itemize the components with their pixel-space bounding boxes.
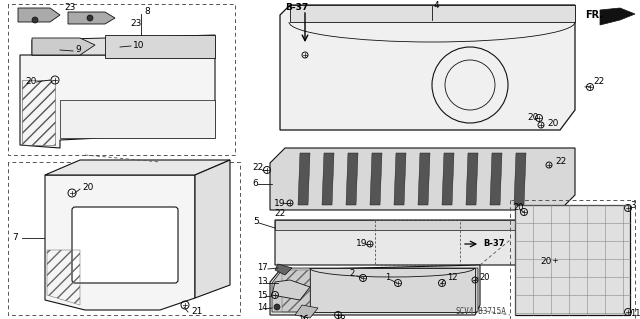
Text: 1: 1 — [385, 273, 390, 283]
Polygon shape — [322, 153, 334, 205]
Text: 19: 19 — [274, 198, 285, 207]
Text: 3: 3 — [630, 201, 636, 210]
Text: 2: 2 — [349, 270, 355, 278]
Text: 6: 6 — [252, 180, 258, 189]
Text: 21: 21 — [191, 307, 202, 315]
Polygon shape — [32, 35, 215, 55]
Circle shape — [32, 17, 38, 23]
Circle shape — [87, 15, 93, 21]
Text: 18: 18 — [335, 315, 346, 319]
Text: 19: 19 — [356, 240, 367, 249]
Polygon shape — [32, 38, 95, 55]
Polygon shape — [298, 153, 310, 205]
Text: 22: 22 — [555, 158, 566, 167]
Polygon shape — [290, 5, 575, 22]
Text: 20: 20 — [513, 204, 524, 212]
Polygon shape — [442, 153, 454, 205]
Polygon shape — [45, 160, 230, 175]
Text: 16: 16 — [298, 315, 308, 319]
Text: 20: 20 — [547, 118, 558, 128]
Text: B-37: B-37 — [483, 239, 504, 248]
Text: 4: 4 — [434, 1, 440, 10]
Text: 7: 7 — [12, 234, 18, 242]
Polygon shape — [45, 175, 195, 310]
Text: 20: 20 — [479, 272, 490, 281]
Polygon shape — [272, 280, 310, 300]
Text: 23: 23 — [130, 19, 141, 28]
Text: 23: 23 — [64, 3, 76, 11]
Text: 20: 20 — [25, 78, 36, 86]
Polygon shape — [370, 153, 382, 205]
Polygon shape — [280, 5, 575, 130]
Text: 12: 12 — [447, 273, 458, 283]
Text: 5: 5 — [253, 218, 259, 226]
Polygon shape — [418, 153, 430, 205]
Text: 10: 10 — [133, 41, 145, 49]
Circle shape — [274, 304, 280, 310]
Text: B-37: B-37 — [285, 4, 308, 12]
Text: 22: 22 — [252, 164, 263, 173]
Polygon shape — [18, 8, 60, 22]
Text: 13: 13 — [257, 278, 268, 286]
Polygon shape — [68, 12, 115, 24]
Polygon shape — [270, 265, 480, 315]
Polygon shape — [394, 153, 406, 205]
Polygon shape — [295, 305, 318, 318]
Polygon shape — [515, 205, 630, 315]
Text: 17: 17 — [257, 263, 268, 272]
Text: 9: 9 — [75, 46, 81, 55]
Text: 22: 22 — [274, 210, 285, 219]
Polygon shape — [275, 264, 292, 275]
Polygon shape — [514, 153, 526, 205]
Polygon shape — [275, 220, 575, 230]
Text: 8: 8 — [144, 8, 150, 17]
Polygon shape — [195, 160, 230, 298]
Text: 14: 14 — [257, 303, 268, 313]
Polygon shape — [270, 148, 575, 210]
Text: SCV4-B3715A: SCV4-B3715A — [455, 308, 506, 316]
Text: 11: 11 — [630, 309, 640, 318]
Polygon shape — [346, 153, 358, 205]
Polygon shape — [272, 268, 478, 312]
Text: 20: 20 — [527, 114, 538, 122]
Text: 20: 20 — [82, 183, 93, 192]
Polygon shape — [60, 100, 215, 138]
Polygon shape — [105, 35, 215, 58]
Text: FR.: FR. — [585, 10, 603, 20]
Polygon shape — [20, 55, 215, 148]
FancyBboxPatch shape — [72, 207, 178, 283]
Polygon shape — [275, 220, 575, 265]
Polygon shape — [600, 8, 635, 25]
Text: 22: 22 — [593, 78, 604, 86]
Polygon shape — [310, 268, 475, 312]
Polygon shape — [490, 153, 502, 205]
Text: 15: 15 — [257, 292, 268, 300]
Polygon shape — [466, 153, 478, 205]
Text: 20: 20 — [540, 257, 552, 266]
